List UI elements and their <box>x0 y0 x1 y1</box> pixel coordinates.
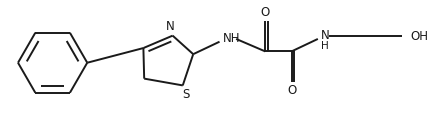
Text: S: S <box>182 88 189 101</box>
Text: N: N <box>165 20 174 33</box>
Text: NH: NH <box>223 32 241 45</box>
Text: OH: OH <box>411 30 429 43</box>
Text: H: H <box>321 41 329 51</box>
Text: O: O <box>261 6 270 19</box>
Text: N: N <box>321 29 330 42</box>
Text: O: O <box>287 84 296 97</box>
